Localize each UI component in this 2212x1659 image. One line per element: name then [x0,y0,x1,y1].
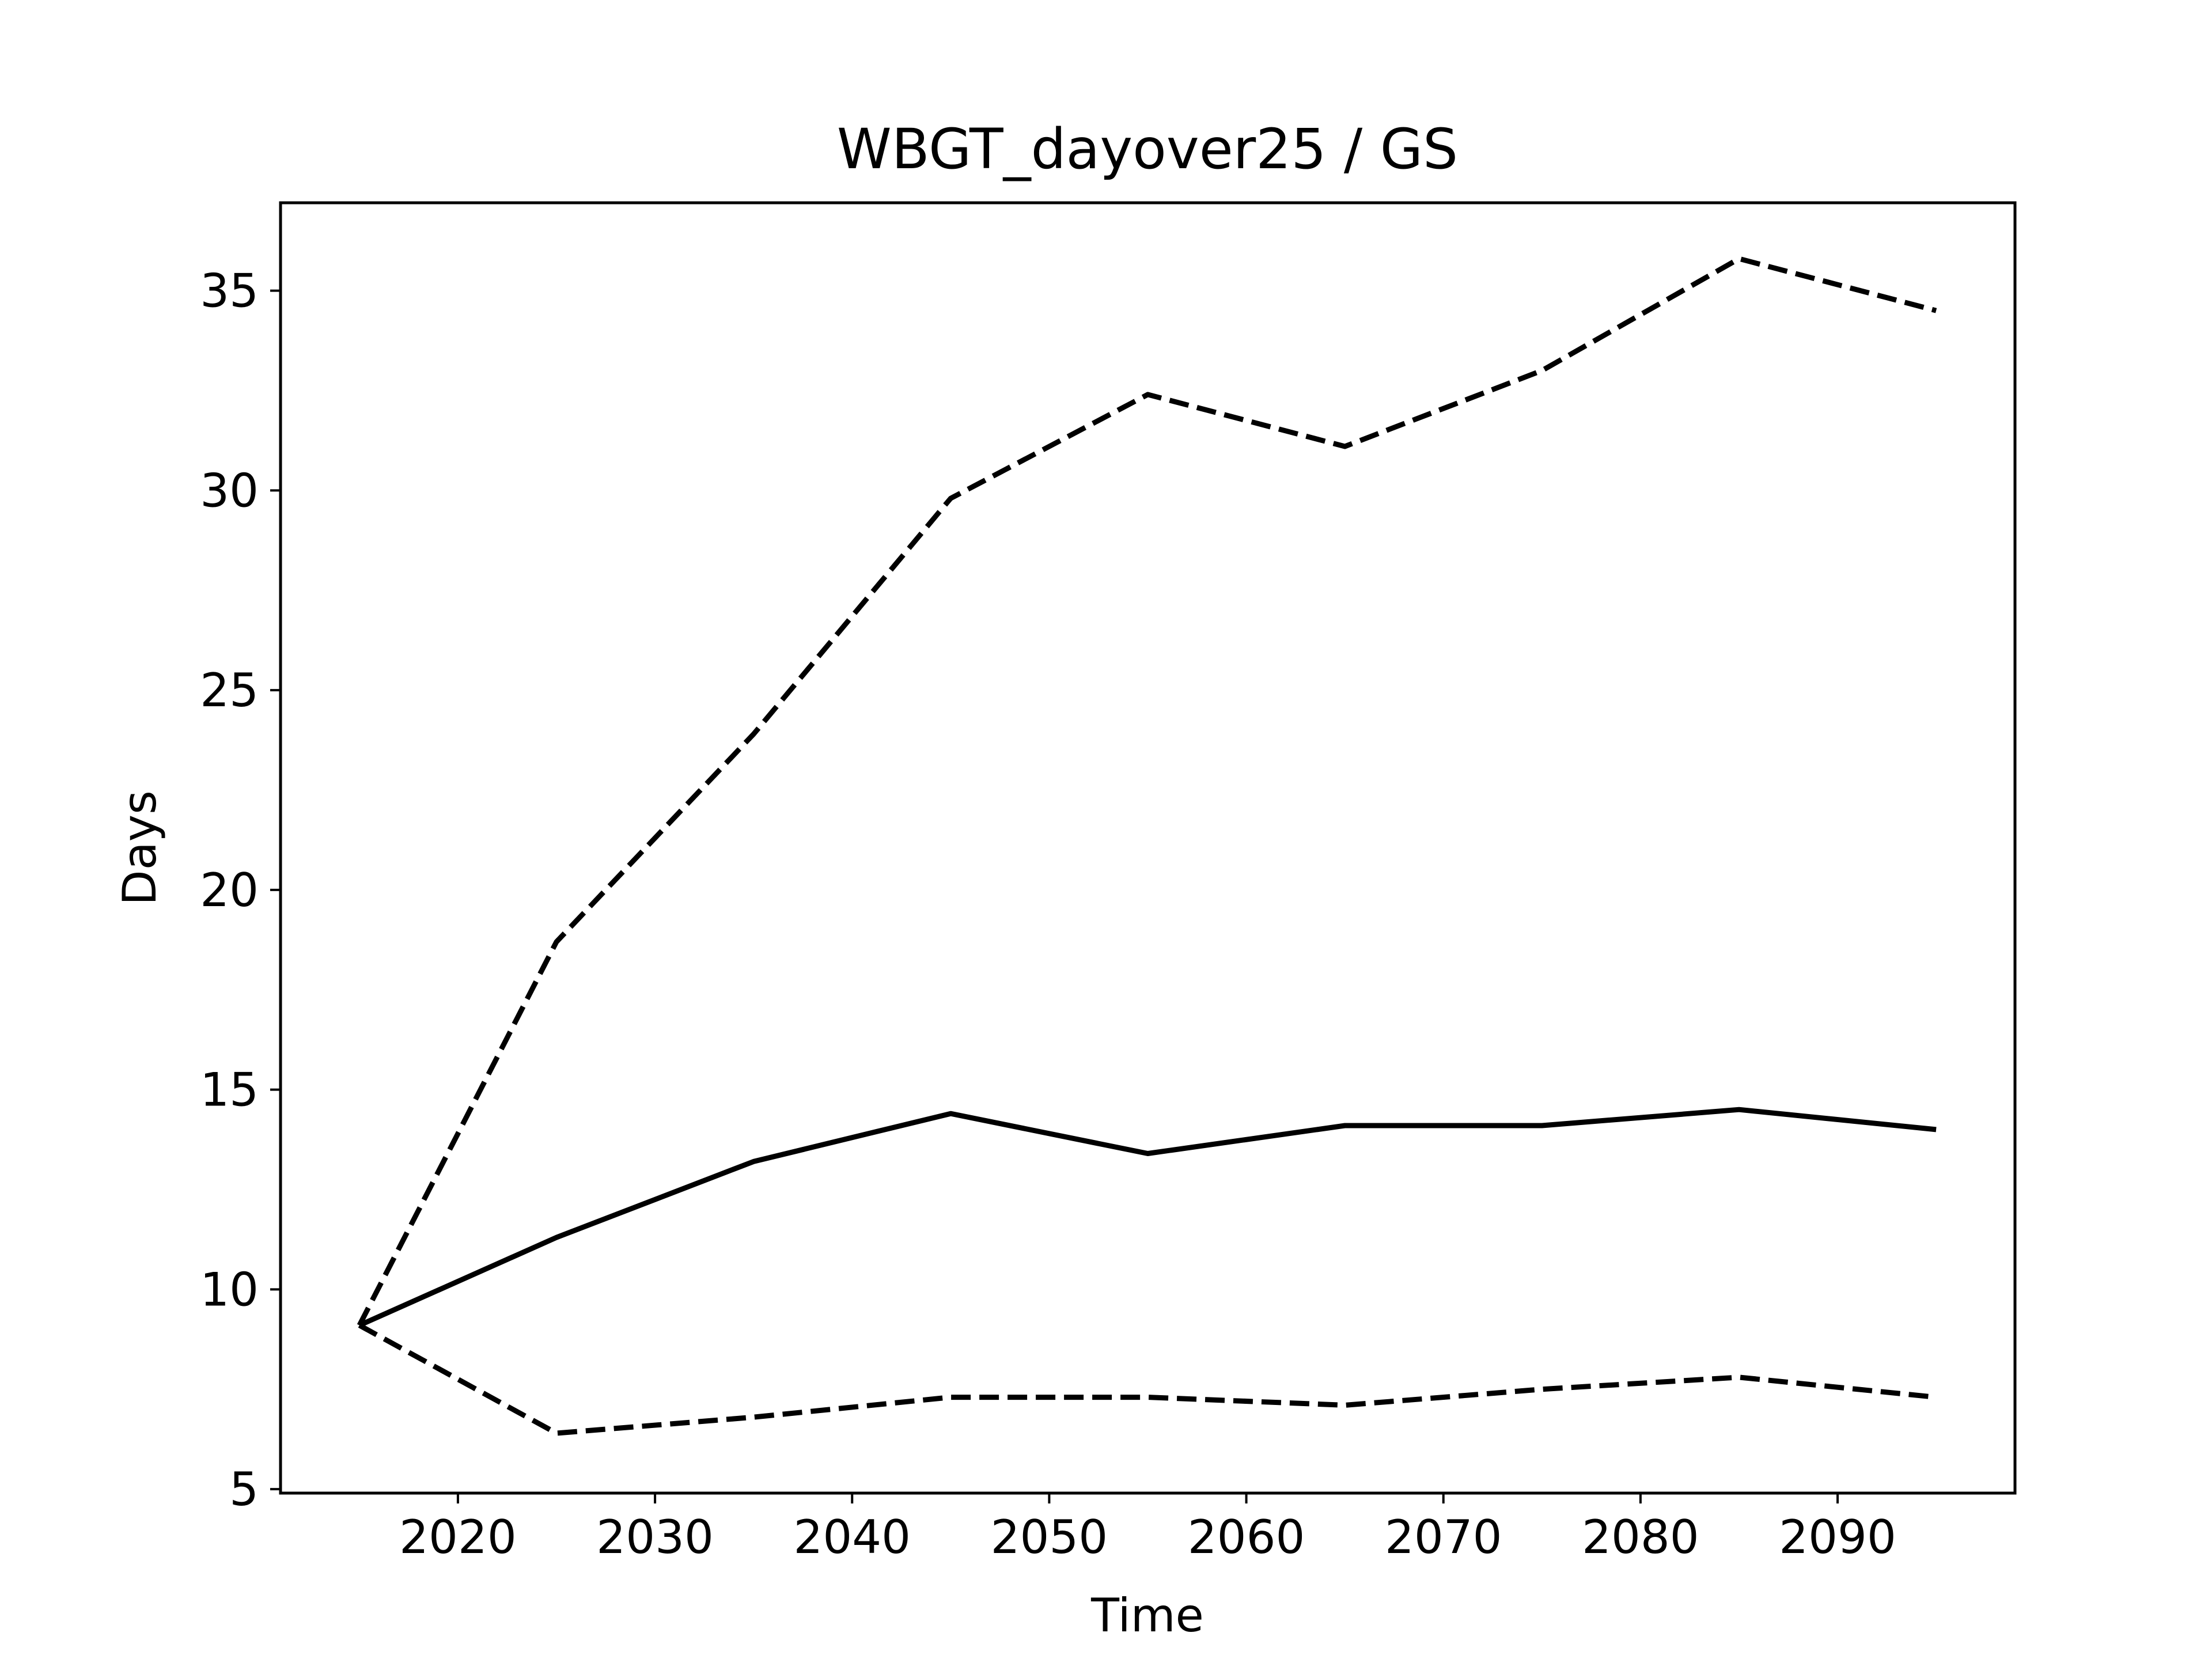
plot-frame [279,201,2017,1495]
y-axis-ticks: 5 10 15 20 25 30 35 [200,264,281,1516]
series-line-1 [358,1107,1937,1328]
series-line-2 [357,256,1937,1327]
series-line-3 [358,1323,1937,1436]
x-axis-label: Time [1090,1589,1204,1642]
plot-area: 2020 2030 2040 2050 2060 2070 2080 2090 5101520… [200,201,2017,1564]
x-tick-label: 2050 [991,1510,1108,1564]
x-axis-ticks: 2020 2030 2040 2050 2060 2070 2080 2090 [399,1493,1896,1564]
y-tick-label: 10 [200,1263,259,1316]
x-tick-label: 2060 [1188,1510,1305,1564]
chart-title: WBGT_dayover25 / GS [837,117,1458,181]
y-tick-label: 30 [200,464,259,517]
x-tick-label: 2030 [596,1510,714,1564]
y-axis-label: Days [113,790,166,906]
y-tick-label: 25 [200,664,259,717]
x-tick-label: 2040 [793,1510,911,1564]
y-tick-label: 35 [200,264,259,318]
x-tick-label: 2070 [1385,1510,1502,1564]
y-tick-label: 15 [200,1063,259,1117]
y-tick-label: 5 [229,1463,259,1516]
x-tick-label: 2020 [399,1510,517,1564]
x-tick-label: 2080 [1582,1510,1699,1564]
x-tick-label: 2090 [1779,1510,1896,1564]
y-tick-label: 20 [200,863,259,917]
series-layer [357,256,1937,1436]
